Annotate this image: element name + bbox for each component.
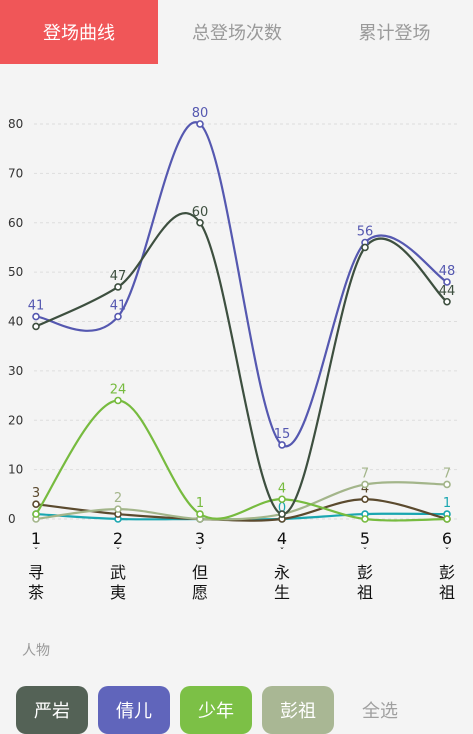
x-tick-caret: ˇ [280, 546, 285, 558]
tab-cumulative-appearances[interactable]: 累计登场 [358, 23, 431, 44]
data-label: 56 [357, 225, 374, 240]
y-tick-label: 20 [8, 413, 23, 427]
filter-chip-yanyan[interactable]: 严岩 [16, 686, 88, 734]
data-label: 1 [443, 496, 451, 511]
data-point [361, 480, 369, 489]
x-tick-number: 4 [277, 529, 287, 548]
data-label: 7 [443, 466, 451, 481]
data-point [361, 495, 369, 504]
y-tick-label: 0 [8, 512, 16, 526]
x-tick-label: 寻 [28, 563, 44, 582]
data-label: 0 [278, 501, 286, 516]
data-point [32, 312, 40, 321]
series-line [35, 121, 448, 448]
section-label-characters: 人物 [22, 643, 50, 659]
y-tick-label: 50 [8, 265, 23, 279]
data-label: 2 [114, 491, 122, 506]
x-tick-label: 但 [192, 563, 208, 582]
data-point [443, 278, 451, 286]
data-label: 80 [192, 106, 209, 121]
x-tick-label: 永 [274, 563, 290, 582]
data-point [278, 510, 286, 518]
data-point [443, 297, 451, 306]
x-tick-label: 祖 [357, 583, 373, 602]
x-tick-caret: ˇ [445, 546, 450, 558]
data-point [278, 495, 286, 504]
x-tick-label: 茶 [28, 583, 44, 602]
series-line [35, 498, 448, 522]
data-label: 24 [110, 383, 127, 398]
data-label: 60 [192, 205, 209, 220]
data-point [278, 441, 286, 449]
data-point [196, 510, 204, 518]
y-tick-label: 40 [8, 315, 23, 329]
y-tick-label: 80 [8, 117, 23, 131]
filter-chip-pengzu[interactable]: 彭祖 [262, 686, 334, 734]
x-tick-label: 祖 [439, 583, 455, 602]
data-point [114, 283, 122, 291]
data-point [196, 218, 204, 227]
y-tick-label: 10 [8, 463, 23, 477]
data-label: 48 [439, 264, 456, 279]
series-line [35, 481, 448, 521]
data-point [443, 515, 451, 523]
tab-bar: 登场曲线 总登场次数 累计登场 [0, 0, 473, 64]
x-tick-number: 6 [442, 529, 452, 548]
select-all-button[interactable]: 全选 [362, 701, 398, 722]
x-tick-caret: ˇ [116, 546, 121, 558]
data-point [32, 510, 40, 518]
x-tick-label: 彭 [439, 563, 455, 582]
y-tick-label: 30 [8, 364, 23, 378]
filter-chip-qianer[interactable]: 倩儿 [98, 686, 170, 734]
filter-chip-shaonian[interactable]: 少年 [180, 686, 252, 734]
x-tick-caret: ˇ [363, 546, 368, 558]
line-chart: 010203040506070801ˇ寻茶2ˇ武夷3ˇ但愿4ˇ永生5ˇ彭祖6ˇ彭… [8, 106, 460, 602]
data-label: 47 [110, 269, 127, 284]
data-label: 7 [361, 466, 369, 481]
data-label: 3 [32, 486, 40, 501]
data-point [114, 505, 122, 513]
data-label: 44 [439, 284, 456, 299]
data-label: 4 [361, 481, 369, 496]
y-tick-label: 60 [8, 216, 23, 230]
x-tick-label: 愿 [192, 583, 208, 602]
data-label: 15 [274, 427, 291, 442]
data-point [32, 322, 40, 331]
data-point [361, 243, 369, 252]
x-tick-number: 2 [113, 529, 123, 548]
data-point [114, 312, 122, 321]
y-tick-label: 70 [8, 166, 23, 180]
data-point [114, 396, 122, 405]
data-label: 41 [28, 299, 45, 314]
x-tick-label: 武 [110, 563, 126, 582]
data-point [443, 480, 451, 489]
tab-total-appearances[interactable]: 总登场次数 [192, 23, 282, 44]
data-label: 4 [278, 481, 286, 496]
x-tick-label: 彭 [357, 563, 373, 582]
character-filter-bar: 严岩 倩儿 少年 彭祖 全选 [16, 686, 416, 734]
data-point [196, 120, 204, 128]
x-tick-caret: ˇ [198, 546, 203, 558]
series-line [35, 212, 448, 516]
data-point [361, 515, 369, 523]
x-tick-label: 生 [274, 583, 290, 602]
data-label: 41 [110, 299, 127, 314]
data-point [32, 500, 40, 508]
x-tick-number: 5 [360, 529, 370, 548]
x-tick-number: 1 [31, 529, 41, 548]
x-tick-label: 夷 [110, 583, 126, 602]
tab-appearance-curve[interactable]: 登场曲线 [0, 0, 158, 64]
data-label: 1 [196, 496, 204, 511]
x-tick-caret: ˇ [34, 546, 39, 558]
x-tick-number: 3 [195, 529, 205, 548]
